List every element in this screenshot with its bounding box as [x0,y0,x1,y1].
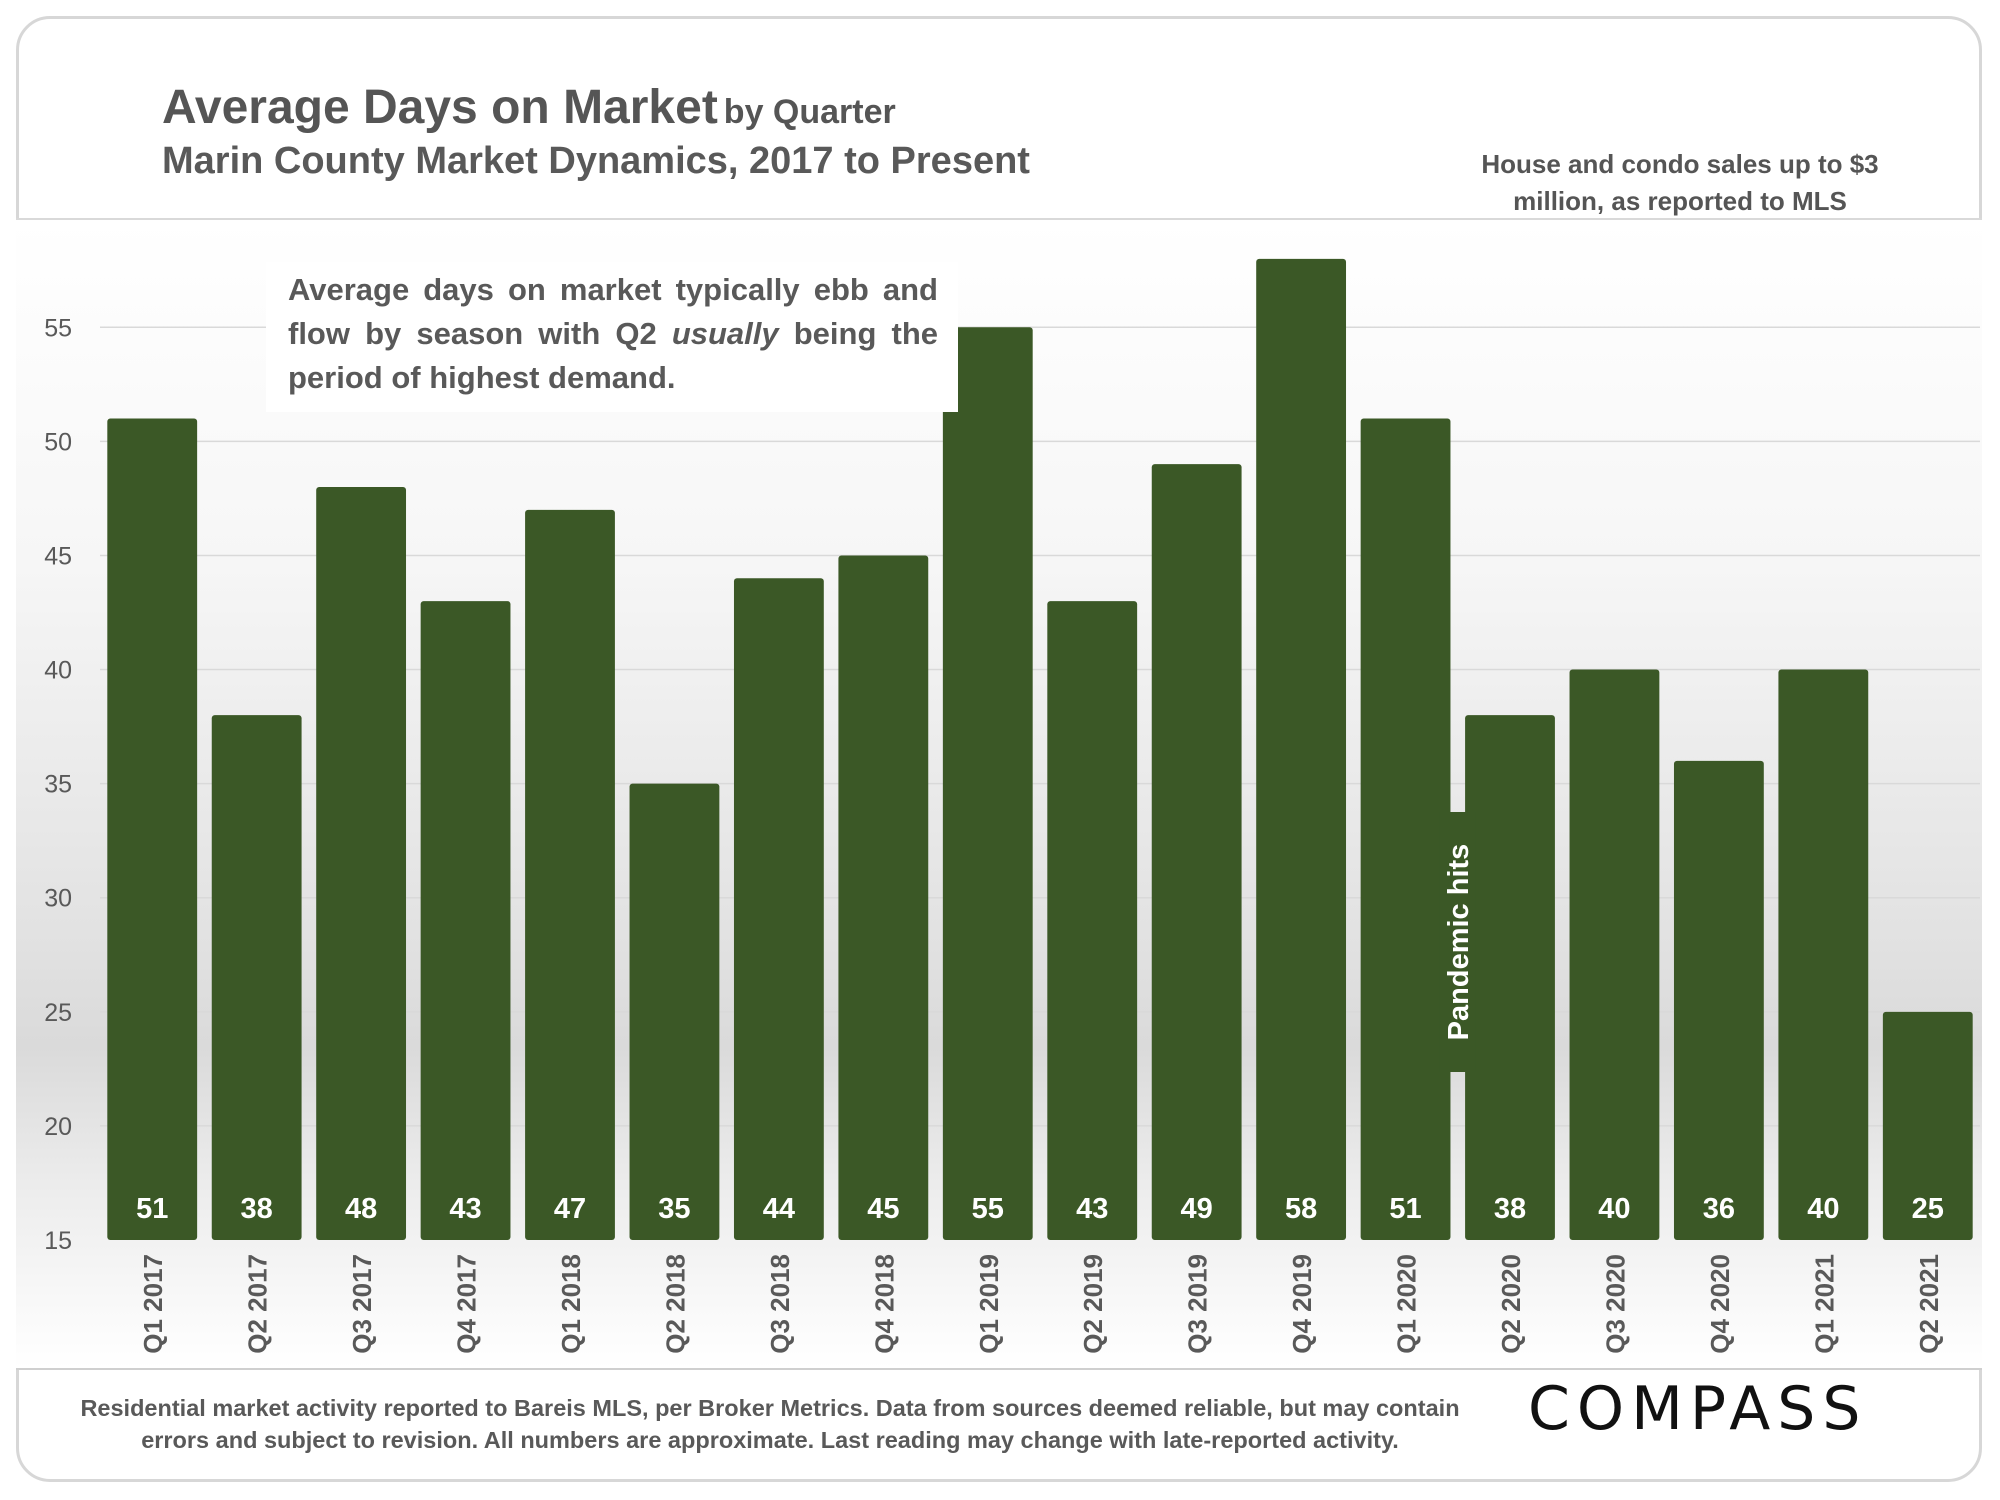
bar [1151,464,1242,1240]
bar-value-label: 36 [1703,1193,1735,1225]
bar [1465,715,1555,1240]
bar [316,487,407,1240]
x-tick-label: Q1 2017 [138,1254,168,1354]
y-tick-label: 30 [44,885,72,913]
chart-title: Average Days on Market by Quarter [162,80,896,135]
compass-logo: COMPASS [1528,1374,1868,1444]
bar [525,509,615,1240]
x-tick-label: Q4 2020 [1705,1254,1735,1354]
y-tick-label: 25 [44,999,72,1027]
y-tick-label: 35 [44,771,72,799]
x-tick-label: Q1 2019 [974,1254,1004,1354]
bar-value-label: 43 [1076,1193,1108,1225]
x-tick-label: Q4 2018 [869,1254,899,1354]
bar-value-label: 38 [1494,1193,1526,1225]
chart-subtitle: Marin County Market Dynamics, 2017 to Pr… [162,140,1030,182]
x-tick-label: Q2 2019 [1078,1254,1108,1354]
bar [211,715,302,1240]
bar-value-label: 44 [763,1193,795,1225]
bar [420,601,511,1240]
y-tick-label: 45 [44,542,72,570]
data-scope-note: House and condo sales up to $3 million, … [1481,149,1879,216]
bar-value-label: 38 [241,1193,273,1225]
bar-value-label: 25 [1912,1193,1944,1225]
bar-value-label: 49 [1181,1193,1213,1225]
bar [1047,601,1138,1240]
bar-value-label: 43 [449,1193,481,1225]
bar [1778,669,1869,1240]
annotation-background [1439,812,1476,1072]
footer-disclaimer: Residential market activity reported to … [80,1395,1460,1453]
y-tick-label: 55 [44,314,72,342]
bar-value-label: 55 [972,1193,1004,1225]
bar [1569,669,1660,1240]
bar [107,418,198,1241]
bar-value-label: 58 [1285,1193,1317,1225]
x-tick-label: Q1 2021 [1809,1254,1839,1354]
x-tick-label: Q3 2020 [1600,1254,1630,1354]
y-tick-label: 15 [44,1227,72,1255]
callout-emphasis: usually [671,316,779,351]
y-tick-label: 20 [44,1113,72,1141]
bar-value-label: 48 [345,1193,377,1225]
pandemic-annotation: Pandemic hits [1443,844,1475,1041]
x-tick-label: Q3 2019 [1183,1254,1213,1354]
x-tick-label: Q2 2020 [1496,1254,1526,1354]
title-text: Average Days on Market [162,81,718,134]
callout-text-2: being the period of highest demand. [288,316,938,395]
x-tick-label: Q3 2017 [347,1254,377,1354]
bar-value-label: 35 [658,1193,690,1225]
x-tick-label: Q2 2018 [660,1254,690,1354]
bar-value-label: 45 [867,1193,899,1225]
bar [942,327,1033,1241]
callout-text-1: Average days on market typically ebb and… [288,272,938,351]
y-tick-label: 40 [44,657,72,685]
bar-value-label: 51 [136,1193,168,1225]
bar [1256,258,1347,1240]
bar [629,783,720,1240]
x-tick-label: Q4 2019 [1287,1254,1317,1354]
bar [1673,760,1764,1240]
x-tick-label: Q3 2018 [765,1254,795,1354]
x-tick-label: Q4 2017 [452,1254,482,1354]
title-suffix: by Quarter [723,93,896,131]
x-tick-label: Q1 2018 [556,1254,586,1354]
y-tick-label: 50 [44,428,72,456]
bar [1360,418,1451,1241]
bar-value-label: 47 [554,1193,586,1225]
bar-value-label: 40 [1598,1193,1630,1225]
bar-value-label: 40 [1807,1193,1839,1225]
x-tick-label: Q2 2017 [243,1254,273,1354]
bar [733,578,824,1240]
x-tick-label: Q1 2020 [1392,1254,1422,1354]
bar-value-label: 51 [1389,1193,1421,1225]
callout-box: Average days on market typically ebb and… [266,262,958,412]
bar [1882,1011,1973,1240]
x-tick-label: Q2 2021 [1914,1254,1944,1354]
bar [838,555,929,1240]
